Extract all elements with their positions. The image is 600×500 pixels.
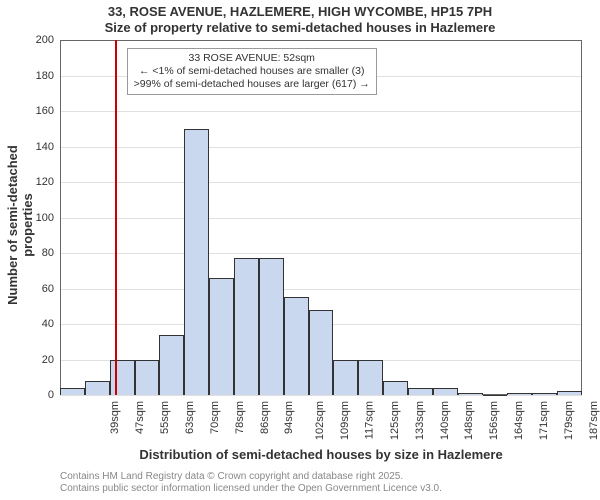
histogram-bar bbox=[159, 335, 184, 395]
histogram-bar bbox=[209, 278, 234, 395]
x-tick-label: 140sqm bbox=[439, 401, 451, 440]
attribution-line1: Contains HM Land Registry data © Crown c… bbox=[60, 471, 403, 482]
x-tick-label: 39sqm bbox=[109, 401, 121, 434]
y-tick-label: 180 bbox=[28, 70, 54, 82]
x-tick-label: 148sqm bbox=[464, 401, 476, 440]
y-tick-label: 100 bbox=[28, 212, 54, 224]
chart-title-line1: 33, ROSE AVENUE, HAZLEMERE, HIGH WYCOMBE… bbox=[0, 4, 600, 19]
x-tick-label: 55sqm bbox=[159, 401, 171, 434]
attribution-line2: Contains public sector information licen… bbox=[60, 483, 442, 494]
histogram-bar bbox=[333, 360, 358, 396]
axis-line bbox=[581, 40, 582, 395]
y-tick-label: 160 bbox=[28, 105, 54, 117]
y-tick-label: 120 bbox=[28, 176, 54, 188]
gridline bbox=[60, 147, 582, 148]
y-tick-label: 60 bbox=[28, 283, 54, 295]
gridline bbox=[60, 253, 582, 254]
histogram-bar bbox=[135, 360, 160, 396]
x-tick-label: 47sqm bbox=[134, 401, 146, 434]
histogram-bar bbox=[408, 388, 433, 395]
chart-title-line2: Size of property relative to semi-detach… bbox=[0, 20, 600, 35]
histogram-bar bbox=[383, 381, 408, 395]
x-tick-label: 117sqm bbox=[363, 401, 375, 439]
axis-line bbox=[60, 40, 582, 41]
gridline bbox=[60, 111, 582, 112]
x-tick-label: 78sqm bbox=[234, 401, 246, 434]
y-tick-label: 0 bbox=[28, 389, 54, 401]
histogram-bar bbox=[259, 258, 284, 395]
x-tick-label: 109sqm bbox=[339, 401, 351, 440]
gridline bbox=[60, 182, 582, 183]
gridline bbox=[60, 289, 582, 290]
histogram-bar bbox=[483, 395, 508, 396]
histogram-bar bbox=[234, 258, 259, 395]
histogram-bar bbox=[532, 393, 557, 395]
x-tick-label: 125sqm bbox=[389, 401, 401, 440]
histogram-bar bbox=[184, 129, 209, 395]
histogram-bar bbox=[60, 388, 85, 395]
x-tick-label: 156sqm bbox=[488, 401, 500, 440]
marker-line bbox=[115, 40, 117, 395]
callout-line: 33 ROSE AVENUE: 52sqm bbox=[134, 52, 370, 65]
y-tick-label: 80 bbox=[28, 247, 54, 259]
histogram-bar bbox=[358, 360, 383, 396]
x-tick-label: 63sqm bbox=[184, 401, 196, 434]
histogram-bar bbox=[309, 310, 334, 395]
x-tick-label: 70sqm bbox=[209, 401, 221, 434]
callout-line: >99% of semi-detached houses are larger … bbox=[134, 78, 370, 91]
y-tick-label: 140 bbox=[28, 141, 54, 153]
axis-line bbox=[60, 40, 61, 395]
x-tick-label: 179sqm bbox=[563, 401, 575, 440]
y-tick-label: 40 bbox=[28, 318, 54, 330]
histogram-bar bbox=[557, 391, 582, 395]
histogram-bar bbox=[433, 388, 458, 395]
x-tick-label: 164sqm bbox=[513, 401, 525, 440]
x-tick-label: 102sqm bbox=[314, 401, 326, 440]
figure: { "title_line1": "33, ROSE AVENUE, HAZLE… bbox=[0, 0, 600, 500]
x-axis-label: Distribution of semi-detached houses by … bbox=[60, 447, 582, 462]
x-tick-label: 86sqm bbox=[259, 401, 271, 434]
x-tick-label: 171sqm bbox=[538, 401, 550, 440]
histogram-bar bbox=[284, 297, 309, 395]
x-tick-label: 94sqm bbox=[283, 401, 295, 434]
callout-line: ← <1% of semi-detached houses are smalle… bbox=[134, 65, 370, 78]
histogram-bar bbox=[85, 381, 110, 395]
gridline bbox=[60, 218, 582, 219]
x-tick-label: 187sqm bbox=[588, 401, 600, 440]
y-tick-label: 20 bbox=[28, 354, 54, 366]
histogram-bar bbox=[110, 360, 135, 396]
marker-callout: 33 ROSE AVENUE: 52sqm← <1% of semi-detac… bbox=[127, 48, 377, 95]
histogram-bar bbox=[507, 393, 532, 395]
histogram-bar bbox=[458, 393, 483, 395]
x-tick-label: 133sqm bbox=[414, 401, 426, 440]
y-tick-label: 200 bbox=[28, 34, 54, 46]
plot-area: 33 ROSE AVENUE: 52sqm← <1% of semi-detac… bbox=[60, 40, 582, 395]
